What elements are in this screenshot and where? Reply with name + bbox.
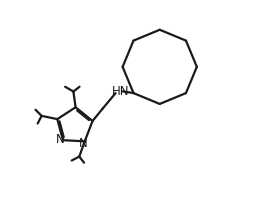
- Text: N: N: [56, 133, 64, 146]
- Text: HN: HN: [112, 85, 129, 98]
- Text: N: N: [79, 137, 88, 151]
